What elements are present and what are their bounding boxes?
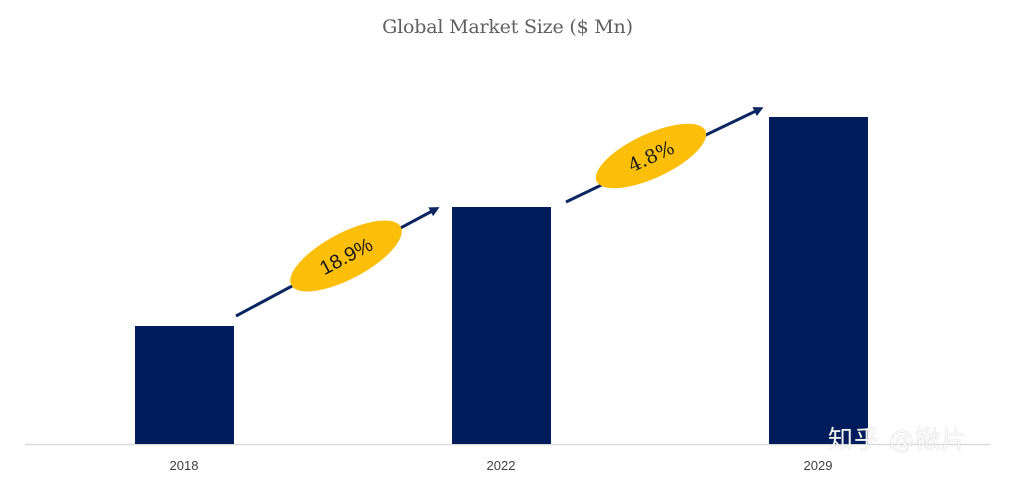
watermark: 知乎 @楸片 [828, 425, 967, 454]
bar-2022 [452, 207, 551, 444]
bar-2029 [769, 117, 868, 444]
growth-annotation-2: 4.8% [565, 107, 764, 204]
growth-ellipse [595, 123, 707, 189]
bars-group [135, 117, 868, 444]
chart-title: Global Market Size ($ Mn) [382, 16, 633, 38]
x-tick-label: 2022 [486, 458, 516, 473]
growth-ellipse [290, 220, 402, 292]
x-tick-label: 2029 [803, 458, 833, 473]
x-tick-label: 2018 [169, 458, 199, 473]
growth-annotation-1: 18.9% [235, 207, 440, 318]
bar-2018 [135, 326, 234, 444]
